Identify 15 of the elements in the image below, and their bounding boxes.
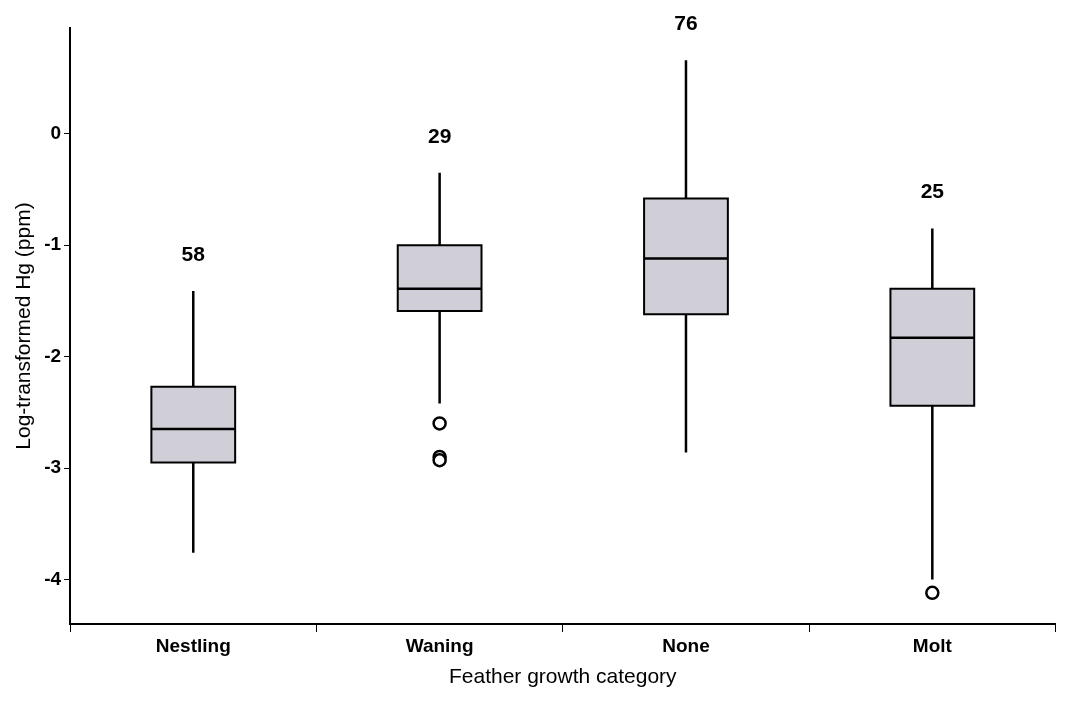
x-tick-label: Molt xyxy=(912,634,953,656)
x-tick-label: Waning xyxy=(405,634,474,656)
x-axis-title: Feather growth category xyxy=(448,664,678,688)
y-tick-label: -1 xyxy=(44,233,62,255)
y-tick-label: -4 xyxy=(44,567,62,589)
x-tick-label: None xyxy=(662,634,710,656)
annotation: 25 xyxy=(920,179,945,203)
annotation: 29 xyxy=(427,123,452,147)
y-tick-label: -3 xyxy=(44,456,62,478)
x-tick-label: Nestling xyxy=(155,634,231,656)
y-tick-label: -2 xyxy=(44,344,62,366)
y-axis-title: Log-transformed Hg (ppm) xyxy=(11,202,35,450)
y-tick-label: 0 xyxy=(50,122,62,144)
annotation: 76 xyxy=(674,11,698,35)
annotation: 58 xyxy=(181,241,206,265)
